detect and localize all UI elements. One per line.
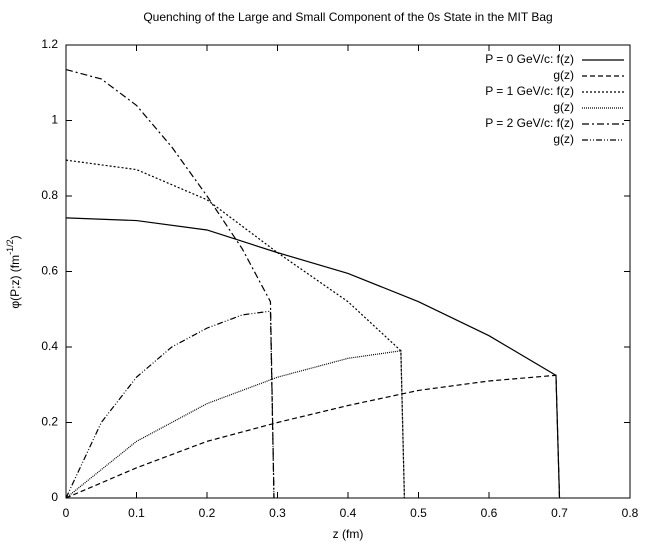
y-tick-label: 0 — [51, 490, 58, 504]
x-tick-label: 0.8 — [622, 506, 639, 520]
x-tick-label: 0 — [63, 506, 70, 520]
series-line — [65, 374, 561, 499]
y-tick-label: 0.8 — [41, 188, 58, 202]
series-line — [65, 310, 275, 499]
legend-label: g(z) — [553, 100, 574, 114]
x-tick-label: 0.2 — [199, 506, 216, 520]
y-tick-label: 0.4 — [41, 339, 58, 353]
x-tick-label: 0.4 — [340, 506, 357, 520]
x-tick-label: 0.6 — [481, 506, 498, 520]
x-tick-label: 0.3 — [269, 506, 286, 520]
legend-label: g(z) — [553, 68, 574, 82]
y-tick-label: 1.2 — [41, 37, 58, 51]
y-axis-label-text: φ(P;z) (fm — [8, 255, 22, 309]
y-tick-label: 0.2 — [41, 415, 58, 429]
chart-title: Quenching of the Large and Small Compone… — [143, 10, 552, 24]
series-line — [65, 350, 405, 499]
y-axis-label: φ(P;z) (fm-1/2) — [5, 235, 22, 308]
y-axis-label-sup: -1/2 — [5, 239, 15, 255]
series-line — [65, 68, 275, 499]
x-tick-label: 0.5 — [410, 506, 427, 520]
legend-label: P = 0 GeV/c: f(z) — [485, 52, 574, 66]
plot-frame — [65, 44, 631, 499]
y-axis-label-end: ) — [8, 235, 22, 239]
series-line — [65, 159, 405, 499]
y-tick-label: 1 — [51, 113, 58, 127]
legend-label: P = 1 GeV/c: f(z) — [485, 84, 574, 98]
series-line — [65, 217, 561, 499]
legend-label: P = 2 GeV/c: f(z) — [485, 116, 574, 130]
y-tick-label: 0.6 — [41, 264, 58, 278]
x-tick-label: 0.7 — [551, 506, 568, 520]
x-axis-label: z (fm) — [333, 527, 364, 541]
x-tick-label: 0.1 — [128, 506, 145, 520]
legend-label: g(z) — [553, 132, 574, 146]
